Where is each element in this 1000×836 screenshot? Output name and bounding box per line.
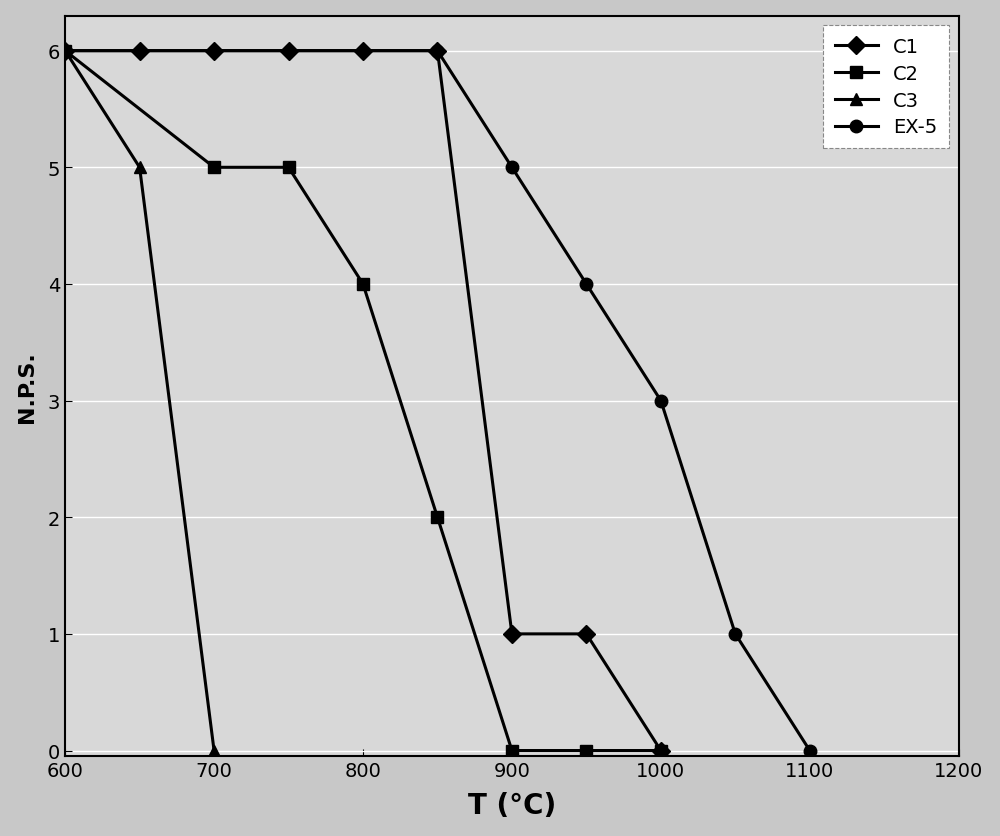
C2 — [283, 163, 295, 173]
C2 — [59, 47, 71, 57]
Legend: C1, C2, C3, EX-5: C1, C2, C3, EX-5 — [823, 27, 949, 149]
X-axis label: T (°C): T (°C) — [468, 792, 556, 819]
C1 — [134, 47, 146, 57]
C1 — [506, 630, 518, 640]
EX-5 — [729, 630, 741, 640]
C1 — [580, 630, 592, 640]
C1 — [431, 47, 443, 57]
EX-5 — [431, 47, 443, 57]
C2 — [431, 512, 443, 522]
C1 — [357, 47, 369, 57]
EX-5 — [804, 746, 816, 756]
C3 — [208, 746, 220, 756]
Line: C1: C1 — [59, 45, 667, 757]
C2 — [506, 746, 518, 756]
C1 — [655, 746, 667, 756]
C2 — [580, 746, 592, 756]
EX-5 — [506, 163, 518, 173]
C1 — [283, 47, 295, 57]
C3 — [59, 47, 71, 57]
C2 — [208, 163, 220, 173]
EX-5 — [580, 279, 592, 289]
C1 — [208, 47, 220, 57]
C2 — [357, 279, 369, 289]
C3 — [134, 163, 146, 173]
Line: EX-5: EX-5 — [59, 45, 816, 757]
C1 — [59, 47, 71, 57]
EX-5 — [655, 396, 667, 406]
Line: C3: C3 — [59, 45, 220, 757]
EX-5 — [59, 47, 71, 57]
Line: C2: C2 — [59, 45, 667, 757]
C2 — [655, 746, 667, 756]
Y-axis label: N.P.S.: N.P.S. — [17, 351, 37, 422]
